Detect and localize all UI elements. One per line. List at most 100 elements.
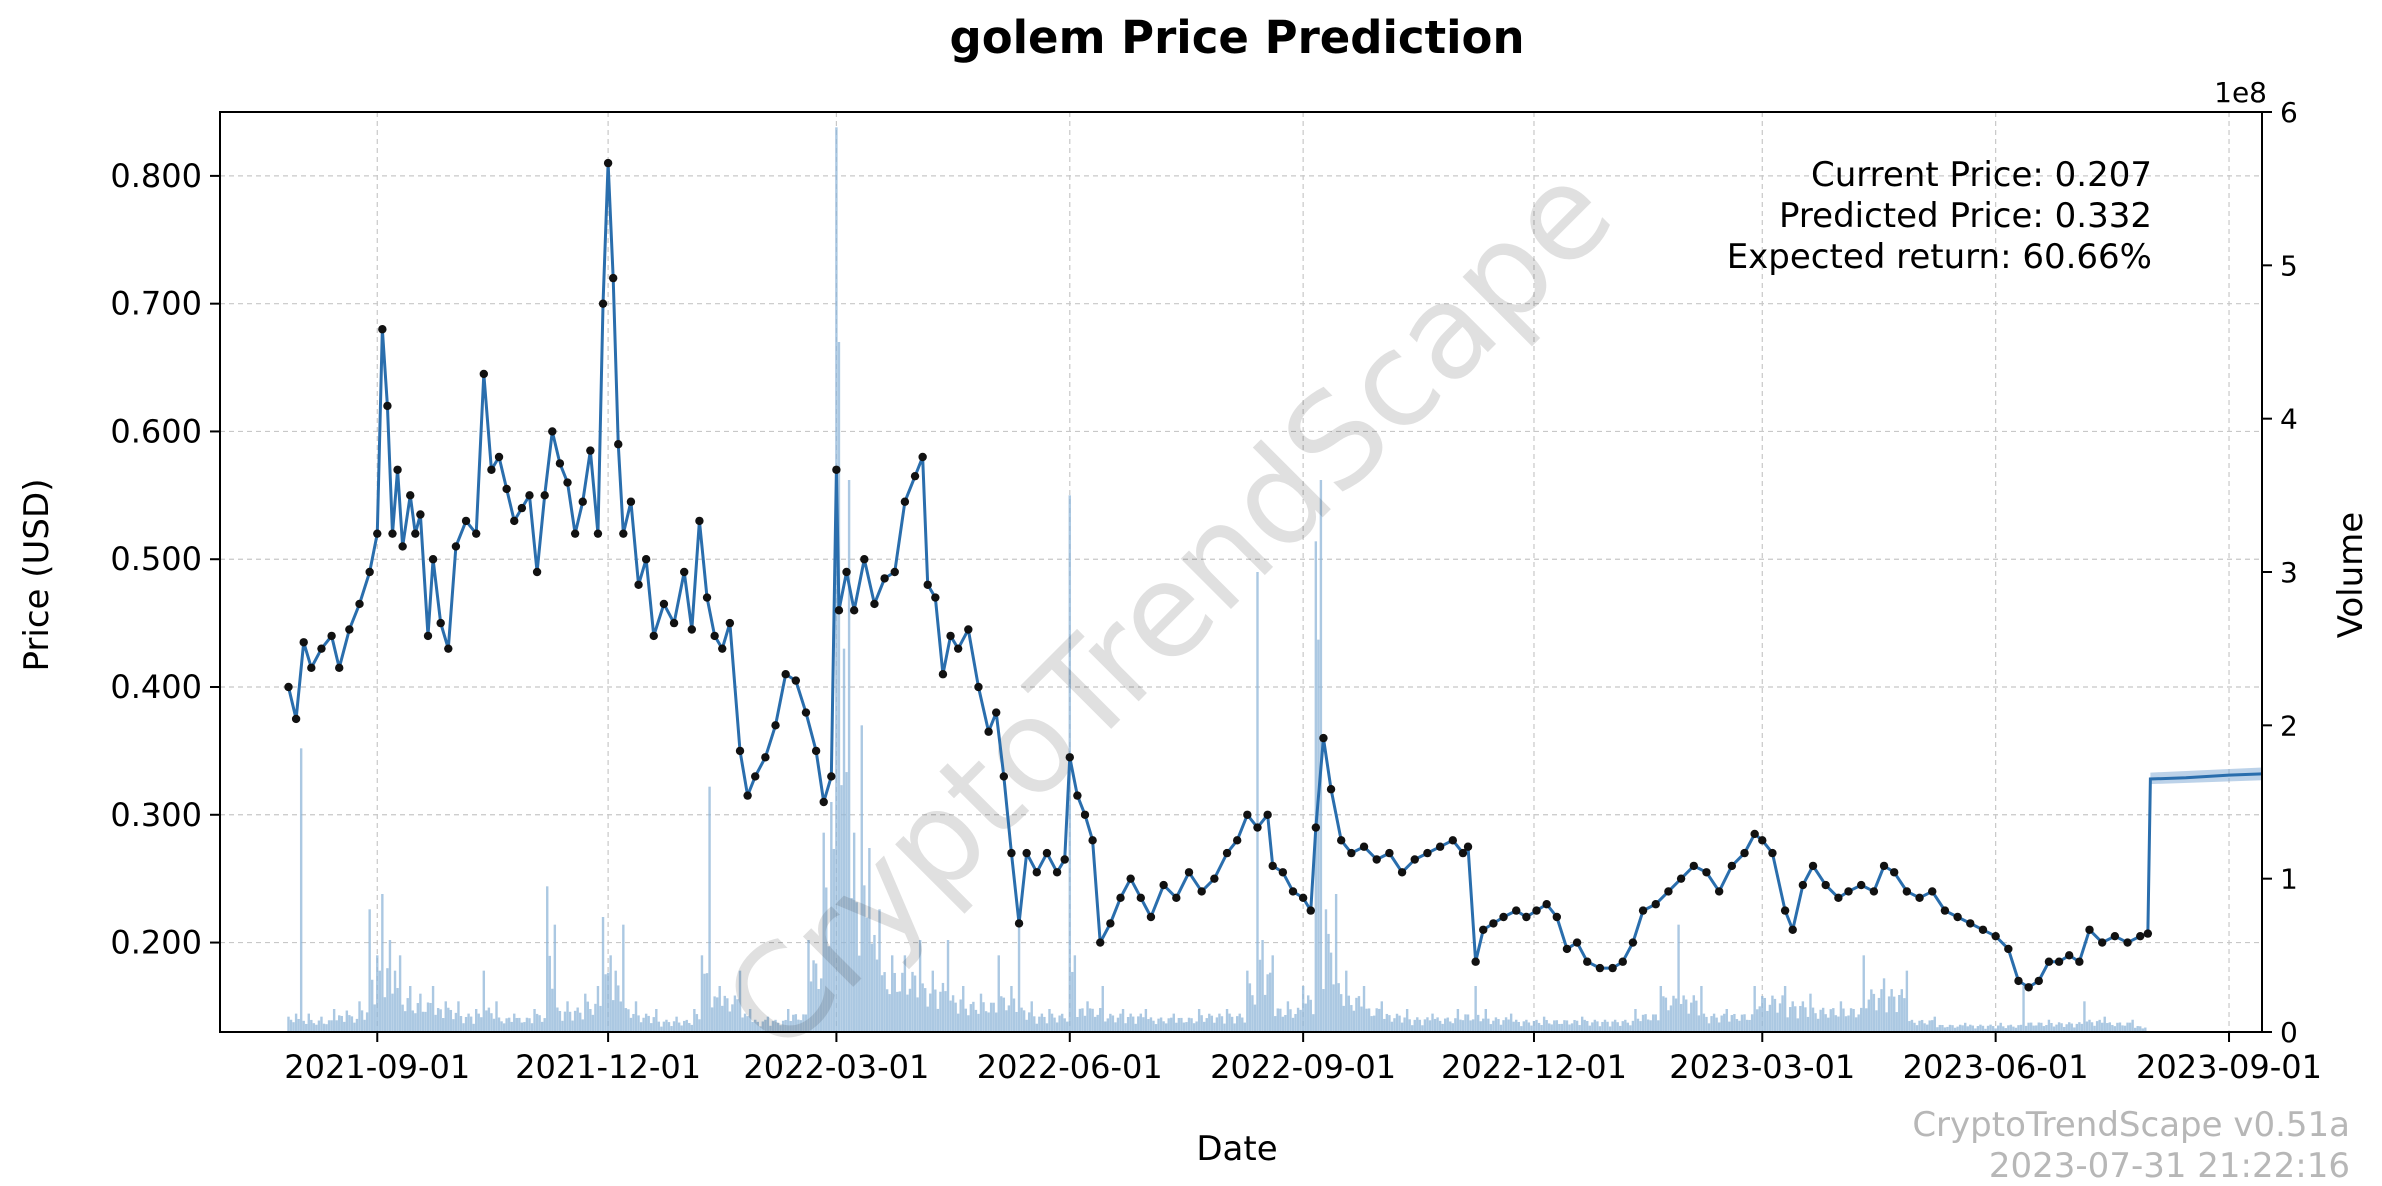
volume-bar: [1766, 1010, 1769, 1032]
volume-bar: [1791, 1001, 1794, 1032]
y-tick-label: 0.300: [110, 796, 202, 834]
volume-bar: [396, 988, 399, 1032]
volume-bar: [1740, 1014, 1744, 1032]
price-point: [1172, 893, 1181, 903]
volume-bar: [1276, 1008, 1279, 1032]
volume-bar: [792, 1014, 795, 1032]
volume-bar: [1126, 1017, 1130, 1032]
volume-bar: [576, 1007, 579, 1032]
volume-bar: [467, 1013, 470, 1032]
price-point: [923, 580, 932, 589]
volume-bar: [1367, 1008, 1371, 1032]
volume-bar: [840, 785, 843, 1032]
volume-bar: [1284, 1015, 1287, 1032]
volume-bar: [373, 1004, 376, 1032]
volume-bar: [1246, 970, 1249, 1032]
volume-bar: [1243, 1022, 1247, 1032]
volume-bar: [1923, 1023, 1926, 1032]
volume-bar: [1550, 1024, 1553, 1032]
volume-bar: [1101, 986, 1104, 1032]
volume-bar: [903, 955, 907, 1032]
y2-axis-label: Volume: [2331, 512, 2371, 638]
price-point: [423, 631, 433, 641]
volume-bar: [535, 1013, 539, 1032]
volume-bar: [2029, 1022, 2033, 1032]
volume-bar: [1530, 1025, 1533, 1032]
volume-bar: [946, 940, 950, 1032]
price-point: [1065, 753, 1074, 762]
volume-bar: [305, 1023, 308, 1032]
volume-bar: [1000, 996, 1003, 1032]
volume-bar: [1357, 996, 1361, 1032]
volume-bar: [1674, 998, 1678, 1032]
price-point: [695, 516, 704, 526]
volume-bar: [1847, 1015, 1850, 1032]
price-point: [1676, 874, 1686, 883]
volume-bar: [378, 970, 382, 1032]
volume-bar: [1951, 1025, 1954, 1032]
volume-bar: [1920, 1019, 1924, 1032]
price-point: [710, 631, 719, 641]
volume-bar: [528, 1018, 531, 1032]
volume-bar: [492, 1018, 496, 1032]
volume-bar: [972, 1001, 975, 1032]
volume-bar: [1867, 999, 1871, 1032]
volume-bar: [1515, 1019, 1518, 1032]
price-point: [946, 631, 955, 641]
price-point: [1471, 957, 1480, 966]
volume-bar: [1705, 1016, 1708, 1032]
volume-bar: [784, 1019, 787, 1032]
volume-bar: [1027, 1012, 1031, 1032]
volume-bar: [1235, 1016, 1239, 1032]
volume-bar: [614, 970, 617, 1032]
volume-bar: [1756, 1009, 1759, 1032]
volume-bar: [2024, 1025, 2028, 1032]
volume-bar: [436, 1008, 440, 1032]
volume-bar: [426, 1002, 430, 1032]
volume-bar: [1969, 1024, 1972, 1032]
volume-bar: [741, 1017, 744, 1032]
volume-bar: [1821, 1007, 1825, 1032]
price-point: [1159, 880, 1168, 890]
price-point: [725, 618, 735, 628]
volume-bar: [540, 1021, 544, 1032]
price-point: [1336, 836, 1346, 845]
volume-bar: [1017, 909, 1021, 1032]
volume-bar: [1114, 1022, 1117, 1032]
volume-bar: [2118, 1022, 2122, 1032]
volume-bar: [1005, 1010, 1008, 1032]
volume-bar: [1918, 1020, 1921, 1032]
price-point: [1727, 861, 1737, 871]
volume-bar: [449, 1009, 453, 1032]
price-point: [1253, 823, 1262, 832]
price-point: [1552, 912, 1562, 922]
volume-bar: [320, 1016, 323, 1032]
price-point: [608, 273, 618, 283]
volume-bar: [1613, 1019, 1617, 1032]
price-point: [1889, 868, 1899, 877]
volume-bar: [1218, 1013, 1221, 1032]
volume-bar: [1730, 1015, 1734, 1032]
volume-bar: [764, 1019, 767, 1032]
volume-bar: [416, 1003, 420, 1032]
volume-bar: [754, 1019, 757, 1032]
volume-bar: [858, 955, 861, 1032]
volume-bar: [2022, 986, 2025, 1032]
price-point: [1821, 880, 1830, 890]
price-point: [1022, 848, 1031, 858]
volume-bar: [1088, 1008, 1092, 1032]
volume-bar: [1408, 1019, 1411, 1032]
volume-bar: [444, 1001, 447, 1032]
volume-bar: [1015, 1011, 1018, 1032]
volume-bar: [472, 1023, 475, 1032]
y-tick-label: 0.500: [110, 540, 202, 578]
volume-bar: [929, 993, 932, 1032]
volume-bar: [419, 993, 422, 1032]
volume-bar: [581, 1019, 584, 1032]
volume-bar: [771, 1021, 775, 1032]
volume-bar: [794, 1014, 798, 1032]
price-point: [1499, 912, 1508, 922]
volume-bar: [1431, 1013, 1434, 1032]
volume-bar: [1106, 1018, 1110, 1032]
volume-bar: [807, 940, 810, 1032]
